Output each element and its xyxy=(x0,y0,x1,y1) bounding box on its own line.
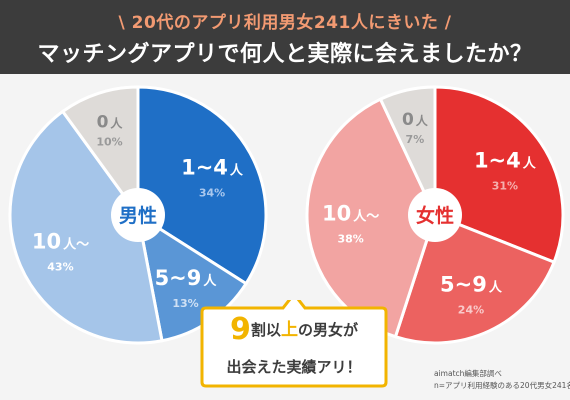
pie-slice-female-3 xyxy=(378,85,437,216)
callout-text-highlight: 上 xyxy=(280,320,298,340)
source-line-2: n=アプリ利用経験のある20代男女241名 xyxy=(434,381,570,390)
slice-label-male-0: 1~4 人 xyxy=(181,155,244,179)
pie-slice-female-0 xyxy=(433,85,565,265)
slice-label-female-1: 5~9 人 xyxy=(440,272,503,296)
center-label-male: 男性 xyxy=(119,204,157,227)
slice-percent-female-2: 38% xyxy=(338,232,364,245)
pie-slice-male-3 xyxy=(60,85,140,220)
slice-label-male-1: 5~9 人 xyxy=(155,266,218,290)
slice-label-female-2: 10 人～ xyxy=(322,201,379,225)
center-badge-female xyxy=(408,188,462,242)
chart-title: マッチングアプリで何人と実際に会えましたか？ xyxy=(37,42,533,67)
callout-bubble-shape xyxy=(200,300,388,388)
slice-percent-male-0: 34% xyxy=(199,186,225,199)
slice-percent-female-3: 7% xyxy=(406,133,425,146)
source-line-1: aimatch編集部調べ xyxy=(434,369,502,378)
slice-label-female-0: 1~4 人 xyxy=(474,149,537,173)
slice-label-male-2: 10 人～ xyxy=(32,230,89,254)
pie-chart-male: 1~4 人 34% 5~9 人 13% 10 人～ 43% 0 人 10% 男性 xyxy=(8,85,268,345)
header-bar: \ 20代のアプリ利用男女241人にきいた / マッチングアプリで何人と実際に会… xyxy=(0,0,570,74)
callout-text-end: の男女が xyxy=(297,321,358,339)
callout-box: 9割以上の男女が 出会えた実績アリ！ xyxy=(200,300,388,388)
slice-percent-female-0: 31% xyxy=(492,180,518,193)
center-badge-male xyxy=(111,188,165,242)
callout-headline: 9割以上の男女が xyxy=(200,312,388,347)
slice-percent-male-2: 43% xyxy=(47,261,73,274)
source-note: aimatch編集部調べ n=アプリ利用経験のある20代男女241名 xyxy=(434,368,570,392)
slice-percent-male-3: 10% xyxy=(96,135,122,148)
slice-percent-male-1: 13% xyxy=(172,297,198,310)
center-label-female: 女性 xyxy=(416,204,454,227)
pie-slice-female-1 xyxy=(393,213,556,345)
callout-number: 9 xyxy=(230,312,251,347)
pie-chart-female: 1~4 人 31% 5~9 人 24% 10 人～ 38% 0 人 7% 女性 xyxy=(305,85,565,345)
callout-subline: 出会えた実績アリ！ xyxy=(226,358,362,376)
pie-slice-male-2 xyxy=(8,109,164,345)
chart-subtitle: \ 20代のアプリ利用男女241人にきいた / xyxy=(118,13,452,33)
callout-text-mid: 割以 xyxy=(250,321,281,339)
slice-percent-female-1: 24% xyxy=(458,303,484,316)
